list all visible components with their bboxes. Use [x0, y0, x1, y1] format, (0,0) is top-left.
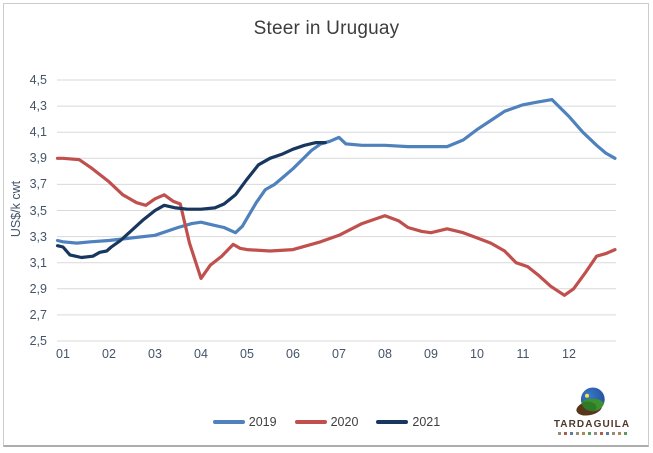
series-line-2019 — [55, 97, 617, 245]
gridlines — [57, 79, 616, 342]
logo-tagline-mark — [593, 432, 597, 435]
y-tick-label: 3,3 — [29, 229, 47, 244]
legend-line-marker — [212, 420, 245, 424]
y-tick-label: 3,1 — [29, 255, 47, 270]
logo-tagline-mark — [599, 432, 603, 435]
series-line-2021 — [55, 141, 327, 260]
y-tick-label: 3,5 — [29, 203, 47, 218]
legend-label: 2021 — [412, 415, 441, 429]
legend-item-2019: 2019 — [212, 415, 277, 429]
x-tick-label: 12 — [562, 347, 576, 361]
y-tick-label: 2,9 — [29, 281, 47, 296]
logo-tagline-mark — [617, 432, 621, 435]
legend-label: 2020 — [330, 415, 359, 429]
x-tick-label: 02 — [102, 347, 116, 361]
logo-tagline-mark — [575, 432, 579, 435]
y-tick-label: 2,5 — [29, 334, 47, 348]
logo-text: TARDAGUILA — [553, 419, 631, 430]
x-tick-label: 11 — [516, 347, 530, 361]
x-tick-label: 05 — [240, 347, 254, 361]
y-tick-label: 3,7 — [29, 177, 47, 192]
legend: 2019 2020 2021 — [0, 413, 653, 431]
y-tick-label: 4,1 — [29, 125, 47, 140]
y-tick-label: 2,7 — [29, 307, 47, 322]
y-tick-label: 4,3 — [29, 99, 47, 114]
legend-item-2021: 2021 — [376, 415, 440, 429]
y-tick-label: 3,9 — [29, 151, 47, 166]
data-series-lines — [55, 97, 617, 297]
x-tick-label: 09 — [424, 347, 438, 361]
logo-tagline-mark — [623, 432, 627, 435]
globe-icon — [575, 387, 605, 416]
logo-tagline-mark — [611, 432, 615, 435]
logo-tagline-mark — [581, 432, 585, 435]
tardaguila-logo: TARDAGUILA — [549, 386, 635, 435]
x-tick-label: 08 — [378, 347, 392, 361]
logo-tagline-mark — [563, 432, 567, 435]
x-tick-label: 04 — [194, 347, 208, 361]
chart-frame-border — [3, 3, 649, 447]
legend-label: 2019 — [248, 415, 277, 429]
x-tick-label: 01 — [56, 347, 70, 361]
legend-line-marker — [376, 420, 409, 424]
x-tick-label: 06 — [286, 347, 300, 361]
chart-title: Steer in Uruguay — [253, 18, 400, 39]
series-line-2020 — [55, 156, 617, 297]
x-tick-label: 03 — [148, 347, 162, 361]
x-tick-label: 07 — [332, 347, 346, 361]
y-tick-label: 4,5 — [29, 73, 47, 87]
logo-tagline-marks — [557, 432, 627, 435]
x-tick-label: 10 — [470, 347, 484, 361]
legend-line-marker — [294, 420, 327, 424]
logo-tagline-mark — [587, 432, 591, 435]
logo-tagline-mark — [557, 432, 561, 435]
logo-tagline-mark — [605, 432, 609, 435]
logo-tagline-mark — [569, 432, 573, 435]
legend-item-2020: 2020 — [294, 415, 359, 429]
